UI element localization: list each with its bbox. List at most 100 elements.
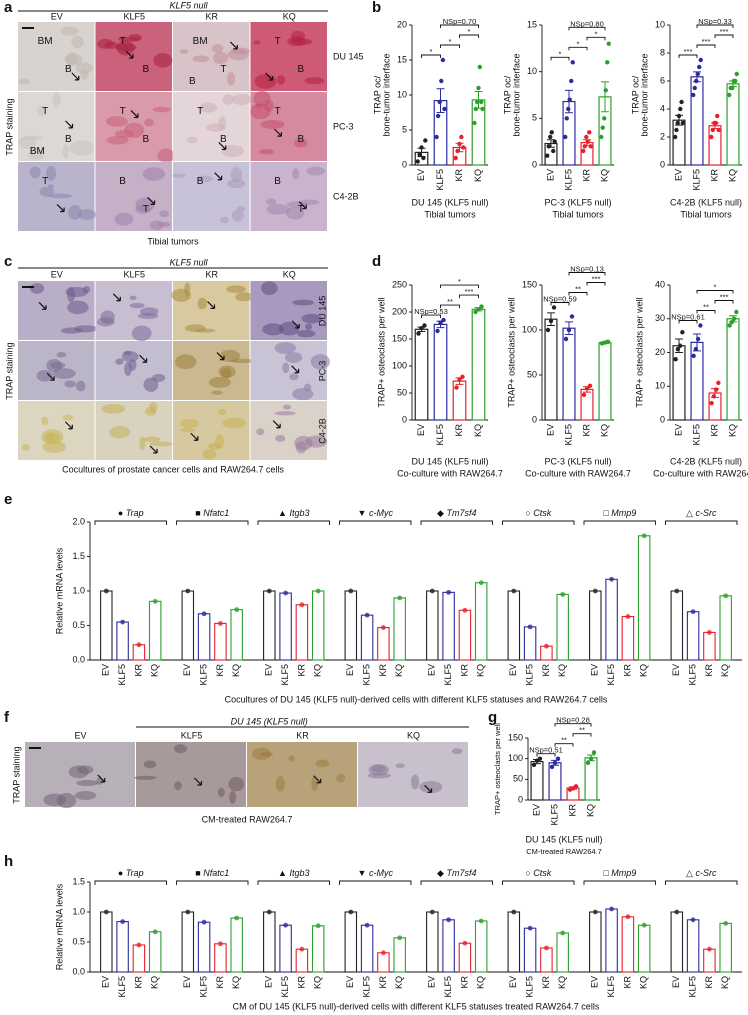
x-tick-label: KR	[296, 664, 306, 677]
mean-dot	[723, 593, 729, 599]
gene-label: ▼ c-Myc	[358, 508, 394, 518]
x-tick-label: KR	[622, 664, 632, 677]
stain-blob	[294, 138, 308, 148]
bar	[637, 924, 651, 973]
stain-blob	[228, 776, 245, 792]
stain-blob	[105, 116, 128, 127]
bar	[507, 590, 521, 661]
bar	[100, 590, 113, 661]
mean-dot	[283, 922, 288, 928]
gene-name: Mmp9	[611, 868, 636, 878]
significance-bracket	[440, 304, 460, 309]
chart-subtitle: Tibial tumors	[552, 209, 604, 219]
mean-dot	[478, 580, 484, 586]
stain-blob	[121, 351, 139, 363]
x-tick-label: KR	[454, 169, 464, 182]
stain-blob	[260, 119, 285, 130]
stain-blob	[179, 427, 195, 433]
stain-blob	[336, 773, 346, 783]
x-tick-label: KR	[709, 169, 719, 182]
gene-marker: □	[603, 508, 609, 518]
y-axis-label: TRAP oc/	[502, 75, 512, 114]
gene-label: ■ Nfatc1	[195, 508, 229, 518]
chart-subtitle: CM-treated RAW264.7	[526, 847, 602, 856]
bar	[377, 952, 390, 973]
gene-name: Trap	[126, 868, 144, 878]
y-tick-label: 0.5	[72, 620, 85, 630]
arrow	[71, 72, 80, 81]
x-tick-label: KLF5	[361, 664, 371, 686]
significance-label: ***	[702, 37, 711, 46]
bar	[181, 911, 195, 973]
mean-dot	[511, 909, 517, 915]
stain-blob	[258, 148, 275, 155]
mean-dot	[266, 588, 272, 594]
mean-dot	[348, 588, 354, 594]
mean-dot	[283, 590, 288, 596]
stain-blob	[211, 43, 224, 53]
x-tick-label: KQ	[231, 664, 241, 677]
bar	[703, 948, 716, 973]
tissue-label: B	[143, 134, 150, 145]
data-point	[602, 116, 607, 121]
tissue-label: B	[298, 134, 305, 145]
arrow	[56, 204, 65, 213]
tissue-label: BM	[30, 146, 45, 157]
data-point	[419, 326, 424, 331]
y-tick-label: 5	[532, 113, 537, 123]
mean-dot	[397, 935, 403, 941]
mean-dot	[234, 607, 240, 613]
x-tick-label: KQ	[394, 664, 404, 677]
gene-label: ○ Ctsk	[525, 508, 551, 518]
significance-label: *	[577, 39, 580, 48]
significance-label: ***	[465, 287, 474, 296]
data-point	[603, 88, 608, 93]
mean-dot	[625, 914, 631, 920]
bar	[589, 590, 602, 661]
bar	[544, 318, 558, 421]
bar	[540, 947, 553, 973]
stain-blob	[144, 406, 157, 416]
data-point	[591, 750, 597, 755]
significance-bracket	[696, 24, 734, 28]
stain-blob	[129, 295, 137, 301]
stain-blob	[71, 35, 84, 49]
gene-marker: ▲	[278, 508, 287, 518]
mean-dot	[185, 588, 191, 594]
gene-marker: ■	[195, 508, 200, 518]
data-point	[457, 377, 462, 382]
significance-bracket	[440, 44, 460, 48]
stain-blob	[29, 283, 45, 294]
data-point	[680, 330, 685, 335]
data-point	[694, 78, 699, 84]
y-tick-label: 10	[397, 89, 407, 99]
y-tick-label: 40	[655, 279, 665, 289]
x-tick-label: KQ	[313, 976, 323, 989]
y-axis-label: TRAP+ osteoclasts per well	[506, 297, 516, 407]
arrow	[229, 41, 238, 50]
gene-bracket	[94, 520, 167, 525]
bar	[393, 597, 406, 661]
stain-blob	[133, 775, 157, 780]
stain-blob	[76, 779, 99, 787]
significance-bracket	[678, 320, 698, 324]
y-tick-label: 100	[392, 360, 407, 370]
chart-subtitle: Co-culture with RAW264.7	[525, 468, 631, 478]
bar	[344, 590, 358, 661]
bar	[523, 626, 537, 661]
data-point	[460, 374, 465, 379]
data-point	[678, 106, 683, 112]
bar	[605, 578, 618, 661]
bar	[263, 911, 276, 973]
tissue-label: B	[65, 134, 72, 145]
arrow	[313, 775, 322, 784]
panel-letter: e	[4, 491, 12, 508]
gene-bracket	[420, 520, 493, 525]
column-label: EV	[51, 269, 63, 279]
panel-letter: f	[4, 709, 10, 726]
stain-blob	[219, 216, 229, 224]
stain-blob	[221, 145, 245, 158]
data-point	[693, 346, 699, 352]
mean-dot	[201, 919, 207, 925]
stain-blob	[171, 288, 191, 302]
